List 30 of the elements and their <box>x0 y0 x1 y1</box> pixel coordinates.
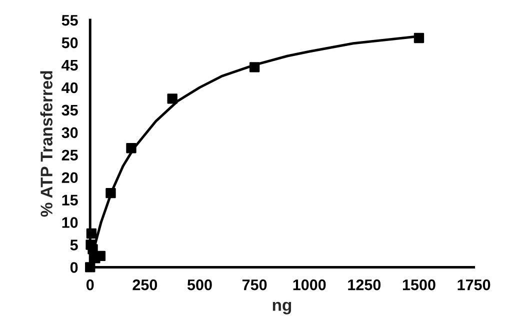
x-tick-label: 1250 <box>348 279 381 290</box>
y-tick-label: 50 <box>62 37 78 48</box>
x-tick-label: 0 <box>86 279 94 290</box>
y-tick-label: 15 <box>62 194 78 206</box>
point <box>106 188 116 198</box>
x-tick-label: 250 <box>132 279 158 290</box>
x-tick-label: 1750 <box>458 279 490 290</box>
y-tick-label: 25 <box>62 150 78 161</box>
y-axis-title: % ATP Transferred <box>40 71 52 217</box>
y-tick-label: 30 <box>62 127 78 138</box>
point <box>86 228 97 239</box>
y-tick-label: 0 <box>70 262 78 273</box>
y-tick-label: 20 <box>62 172 78 184</box>
point <box>126 143 136 154</box>
x-axis-title: ng <box>272 302 292 314</box>
x-tick-label: 500 <box>187 279 212 290</box>
y-tick-label: 35 <box>62 104 78 116</box>
point <box>249 62 260 72</box>
y-tick-label: 55 <box>62 15 78 26</box>
y-tick-label: 40 <box>62 82 78 94</box>
y-tick-label: 5 <box>70 240 78 250</box>
x-tick-label: 1000 <box>293 279 326 290</box>
point <box>414 32 424 44</box>
point <box>167 94 178 104</box>
y-tick-label: 10 <box>62 217 78 228</box>
y-tick-label: 45 <box>62 60 78 71</box>
x-tick-label: 750 <box>242 279 267 290</box>
x-tick-label: 1500 <box>402 279 436 290</box>
point <box>85 262 96 272</box>
point <box>88 244 98 254</box>
